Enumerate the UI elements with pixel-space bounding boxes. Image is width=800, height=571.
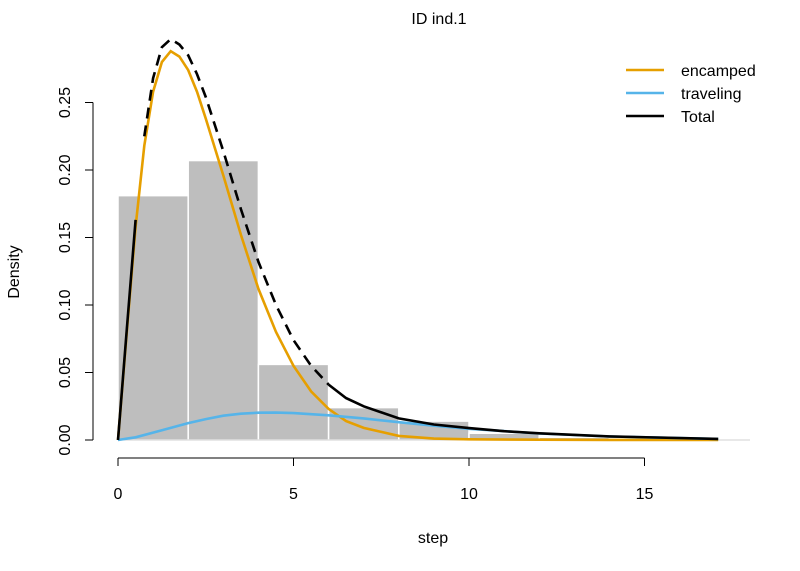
x-tick-label: 15	[636, 486, 654, 503]
y-axis: 0.00 0.05 0.10 0.15 0.20 0.25	[57, 87, 94, 456]
histogram-bar-2	[187, 159, 260, 441]
x-tick-label: 5	[289, 486, 298, 503]
total-curve-tail	[327, 383, 719, 441]
legend-label-traveling: traveling	[681, 86, 741, 103]
y-tick-label: 0.05	[57, 357, 74, 388]
legend-label-encamped: encamped	[681, 63, 756, 80]
y-axis-label: Density	[6, 245, 23, 298]
histogram-bar-3	[257, 363, 330, 441]
y-tick-label: 0.15	[57, 222, 74, 253]
total-curve-start	[116, 219, 137, 441]
y-tick-label: 0.25	[57, 87, 74, 118]
y-tick-label: 0.20	[57, 154, 74, 185]
encamped-curve	[116, 49, 719, 442]
histogram-bar-4	[327, 406, 400, 441]
histogram-bars	[117, 159, 751, 441]
y-tick-label: 0.10	[57, 289, 74, 320]
y-tick-label: 0.00	[57, 424, 74, 455]
total-curve-dashed	[143, 37, 330, 386]
density-curves	[116, 37, 719, 442]
legend: encamped traveling Total	[626, 63, 756, 126]
x-axis: 0 5 10 15	[114, 457, 654, 503]
x-tick-label: 0	[114, 486, 123, 503]
chart-title: ID ind.1	[411, 11, 466, 28]
x-axis-label: step	[418, 530, 448, 547]
x-tick-label: 10	[460, 486, 478, 503]
legend-label-total: Total	[681, 109, 715, 126]
histogram-bar-1	[117, 194, 189, 441]
